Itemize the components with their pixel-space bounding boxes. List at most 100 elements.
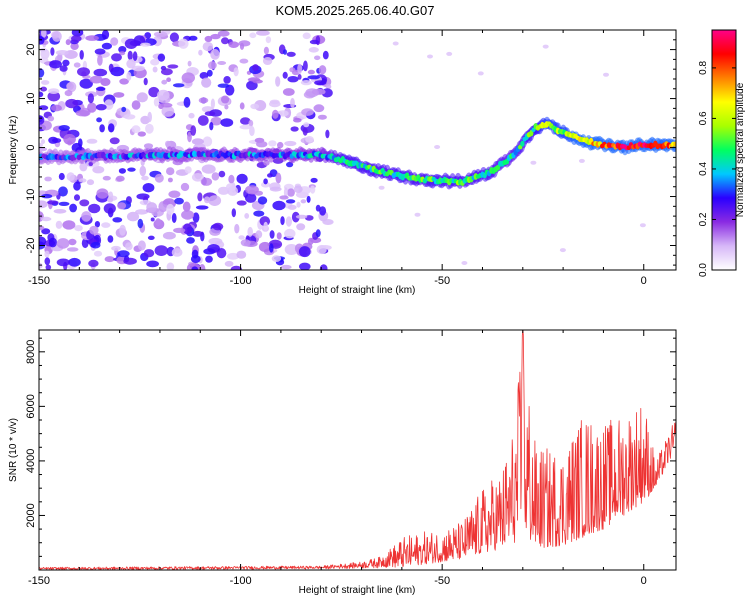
y-tick-label: 10 bbox=[25, 92, 37, 104]
noise-cell bbox=[168, 190, 181, 198]
noise-cell bbox=[86, 179, 95, 186]
noise-cell bbox=[143, 77, 148, 86]
noise-cell bbox=[56, 238, 70, 249]
noise-cell bbox=[41, 30, 47, 38]
noise-cell bbox=[287, 188, 295, 197]
noise-cell bbox=[603, 72, 609, 77]
noise-cell bbox=[217, 30, 230, 37]
noise-cell bbox=[173, 227, 186, 233]
noise-cell bbox=[303, 60, 308, 72]
noise-cell bbox=[169, 32, 179, 43]
noise-cell bbox=[300, 80, 312, 86]
noise-cell bbox=[74, 225, 83, 232]
noise-cell bbox=[90, 241, 101, 249]
noise-cell bbox=[146, 260, 160, 268]
noise-cell bbox=[275, 172, 282, 184]
noise-cell bbox=[71, 30, 84, 37]
noise-cell bbox=[102, 175, 111, 181]
y-tick-label: 8000 bbox=[25, 340, 37, 364]
noise-cell bbox=[231, 208, 236, 218]
noise-cell bbox=[271, 255, 282, 262]
noise-cell bbox=[240, 239, 251, 247]
noise-cell bbox=[69, 203, 77, 213]
noise-cell bbox=[70, 42, 79, 50]
noise-cell bbox=[59, 65, 68, 72]
noise-cell bbox=[63, 133, 76, 145]
noise-cell bbox=[125, 242, 133, 251]
noise-cell bbox=[313, 104, 325, 113]
noise-cell bbox=[103, 203, 116, 214]
noise-cell bbox=[137, 240, 146, 251]
noise-cell bbox=[44, 257, 51, 266]
noise-cell bbox=[256, 30, 270, 36]
noise-cell bbox=[378, 185, 385, 190]
noise-cell bbox=[48, 237, 57, 248]
noise-cell bbox=[234, 223, 240, 234]
colorbar-gradient bbox=[712, 30, 736, 270]
noise-cell bbox=[146, 202, 158, 213]
noise-cell bbox=[111, 53, 122, 62]
noise-cell bbox=[58, 172, 65, 181]
colorbar-ticks: 0.0 0.2 0.4 0.6 0.8 bbox=[698, 61, 736, 277]
noise-cell bbox=[187, 60, 192, 67]
noise-cell bbox=[65, 98, 79, 109]
noise-cell bbox=[147, 111, 152, 123]
noise-cell bbox=[210, 116, 222, 126]
noise-cell bbox=[284, 140, 297, 147]
noise-cell bbox=[104, 256, 115, 263]
noise-cell bbox=[272, 200, 286, 211]
noise-cell bbox=[88, 259, 99, 267]
noise-cell bbox=[136, 92, 148, 103]
noise-cell bbox=[171, 213, 177, 223]
noise-cell bbox=[136, 209, 145, 215]
noise-cell bbox=[93, 68, 108, 77]
noise-cell bbox=[268, 140, 277, 147]
noise-cell bbox=[303, 122, 310, 128]
x-tick-label: -50 bbox=[434, 575, 450, 587]
noise-cell bbox=[94, 221, 100, 228]
noise-cell bbox=[39, 68, 45, 78]
noise-cell bbox=[325, 129, 330, 139]
noise-cell bbox=[200, 177, 213, 186]
noise-cell bbox=[269, 243, 274, 253]
noise-cell bbox=[290, 126, 299, 132]
noise-cell bbox=[314, 55, 321, 61]
noise-cell bbox=[414, 212, 421, 217]
noise-cell bbox=[204, 111, 216, 116]
noise-cell bbox=[162, 231, 176, 240]
noise-cell bbox=[182, 201, 191, 212]
noise-cell bbox=[147, 235, 155, 240]
noise-cell bbox=[239, 102, 245, 110]
noise-cell bbox=[137, 131, 146, 137]
noise-cell bbox=[131, 65, 145, 72]
noise-cell bbox=[322, 50, 329, 60]
noise-cell bbox=[92, 166, 105, 174]
noise-cell bbox=[77, 67, 90, 77]
noise-cell bbox=[58, 201, 70, 206]
noise-cell bbox=[126, 211, 140, 222]
noise-cell bbox=[101, 222, 111, 228]
noise-cell bbox=[267, 173, 273, 178]
noise-cell bbox=[269, 100, 281, 108]
noise-cell bbox=[578, 158, 585, 163]
noise-cell bbox=[310, 177, 318, 183]
noise-cell bbox=[297, 63, 303, 74]
noise-cell bbox=[263, 178, 268, 185]
noise-cell bbox=[131, 100, 141, 110]
noise-cell bbox=[190, 255, 201, 264]
noise-cell bbox=[434, 145, 441, 149]
noise-cell bbox=[68, 238, 77, 246]
noise-cell bbox=[53, 209, 67, 214]
noise-cell bbox=[287, 204, 297, 210]
noise-cell bbox=[210, 33, 221, 40]
noise-cell bbox=[145, 123, 154, 134]
noise-cell bbox=[239, 124, 252, 130]
noise-cell bbox=[144, 32, 152, 39]
noise-cell bbox=[297, 74, 302, 80]
noise-cell bbox=[181, 72, 195, 84]
noise-cell bbox=[461, 261, 468, 265]
x-tick-label: -100 bbox=[230, 575, 252, 587]
noise-cell bbox=[217, 61, 227, 65]
noise-cell bbox=[118, 168, 126, 174]
noise-cell bbox=[86, 138, 98, 144]
